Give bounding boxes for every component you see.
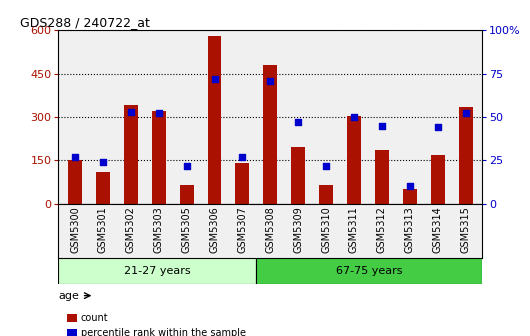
Bar <box>208 36 222 204</box>
Text: GSM5303: GSM5303 <box>154 206 164 253</box>
Point <box>182 163 191 168</box>
Point <box>266 78 275 83</box>
Text: GDS288 / 240722_at: GDS288 / 240722_at <box>20 16 150 29</box>
Text: GSM5311: GSM5311 <box>349 206 359 253</box>
Legend: count, percentile rank within the sample: count, percentile rank within the sample <box>63 309 250 336</box>
Text: 21-27 years: 21-27 years <box>124 266 191 276</box>
Text: GSM5309: GSM5309 <box>293 206 303 253</box>
Text: GSM5314: GSM5314 <box>432 206 443 253</box>
Bar <box>235 163 250 204</box>
Point <box>322 163 330 168</box>
Text: GSM5305: GSM5305 <box>182 206 192 253</box>
Point <box>154 111 163 116</box>
Point <box>378 123 386 128</box>
Point <box>405 184 414 189</box>
Point <box>127 109 135 115</box>
Text: GSM5307: GSM5307 <box>237 206 248 253</box>
Point <box>434 125 442 130</box>
Text: GSM5315: GSM5315 <box>461 206 471 253</box>
Text: GSM5313: GSM5313 <box>405 206 415 253</box>
Bar <box>96 172 110 204</box>
Point <box>461 111 470 116</box>
Bar <box>458 107 473 204</box>
Text: GSM5310: GSM5310 <box>321 206 331 253</box>
Point <box>294 120 303 125</box>
Point <box>99 159 107 165</box>
Bar <box>256 257 482 284</box>
Text: GSM5308: GSM5308 <box>266 206 275 253</box>
Point <box>210 76 219 82</box>
Text: GSM5306: GSM5306 <box>209 206 219 253</box>
Bar <box>58 257 256 284</box>
Bar <box>375 150 389 204</box>
Bar <box>124 106 138 204</box>
Bar <box>263 65 277 204</box>
Text: 67-75 years: 67-75 years <box>336 266 402 276</box>
Point <box>71 154 80 160</box>
Text: GSM5301: GSM5301 <box>98 206 108 253</box>
Bar <box>347 116 361 204</box>
Text: GSM5302: GSM5302 <box>126 206 136 253</box>
Bar <box>431 155 445 204</box>
Bar <box>291 147 305 204</box>
Point <box>350 114 358 120</box>
Point <box>238 154 246 160</box>
Text: GSM5300: GSM5300 <box>70 206 80 253</box>
Bar <box>403 189 417 204</box>
Bar <box>68 160 82 204</box>
Text: GSM5312: GSM5312 <box>377 206 387 253</box>
Bar <box>319 185 333 204</box>
Text: age: age <box>58 291 79 301</box>
Bar <box>152 111 166 204</box>
Bar <box>180 185 193 204</box>
